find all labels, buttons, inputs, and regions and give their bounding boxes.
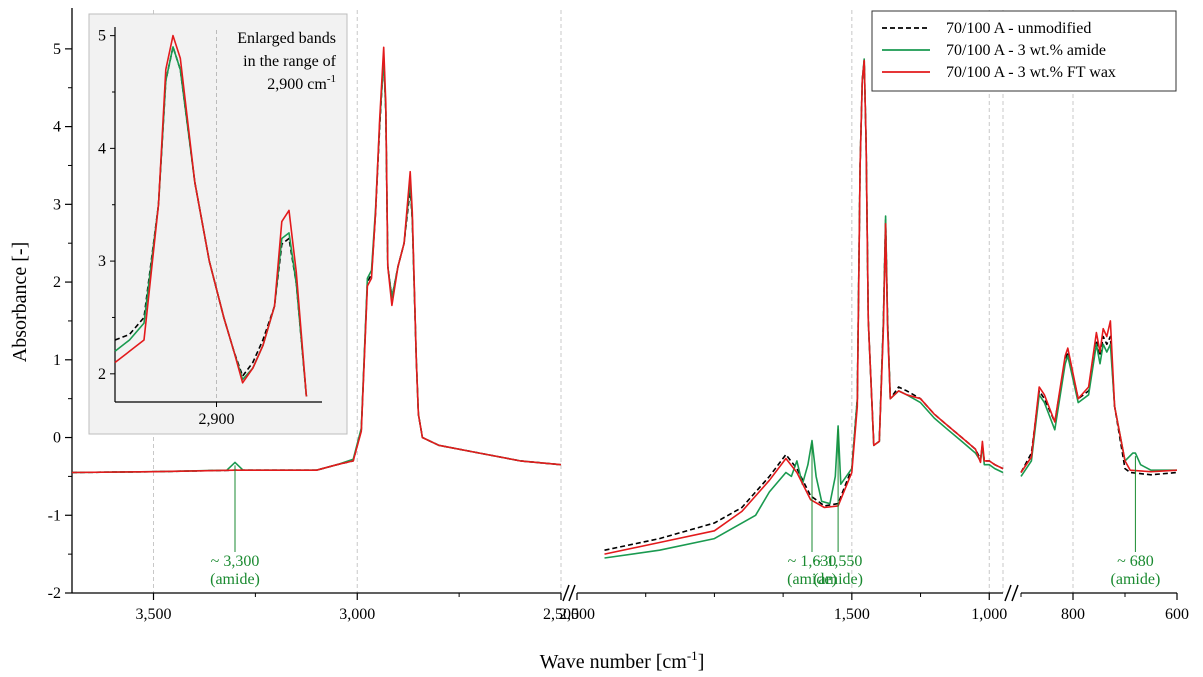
- y-tick-label: -2: [48, 585, 61, 602]
- y-axis-title: Absorbance [-]: [9, 242, 31, 363]
- inset-y-tick-label: 2: [98, 366, 106, 383]
- inset-caption-line2: in the range of: [243, 53, 337, 70]
- inset-y-tick-label: 3: [98, 253, 106, 270]
- y-tick-label: 1: [53, 352, 61, 369]
- axis-break-mark: [562, 584, 570, 602]
- y-tick-label: 5: [53, 41, 61, 58]
- axis-break-mark: [568, 584, 576, 602]
- inset-series-line-2: [114, 34, 308, 397]
- series-line-2: [604, 59, 1004, 555]
- axis-break-mark: [1004, 584, 1012, 602]
- annotation-wavenumber: ~ 1,550: [814, 553, 863, 570]
- inset-y-tick-label: 5: [98, 28, 106, 45]
- legend-label: 70/100 A - unmodified: [946, 20, 1091, 37]
- x-tick-label: 2,500: [543, 606, 579, 623]
- legend-label: 70/100 A - 3 wt.% FT wax: [946, 64, 1116, 81]
- gridlines: [153, 10, 1074, 593]
- series-line-0: [1020, 335, 1178, 476]
- x-axis-title: Wave number [cm-1]: [540, 648, 705, 673]
- x-tick-label: 2,500: [559, 606, 595, 623]
- axis-break-mark: [1011, 584, 1019, 602]
- inset-y-tick-label: 4: [98, 140, 106, 157]
- series-line-2: [1020, 320, 1178, 473]
- y-tick-label: -1: [48, 507, 61, 524]
- annotations: ~ 3,300(amide)~ 1,630(amide)~ 1,550(amid…: [210, 428, 1161, 588]
- x-tick-label: 3,000: [339, 606, 375, 623]
- annotation-amide: (amide): [1111, 571, 1161, 588]
- annotation-wavenumber: ~ 1,630: [788, 553, 837, 570]
- x-tick-label: 1,000: [971, 606, 1007, 623]
- legend-label: 70/100 A - 3 wt.% amide: [946, 42, 1106, 59]
- y-tick-label: 4: [53, 119, 61, 136]
- inset-caption-line1: Enlarged bands: [237, 30, 336, 47]
- annotation-wavenumber: ~ 3,300: [211, 553, 260, 570]
- series-line-2: [71, 46, 562, 474]
- legend: 70/100 A - unmodified 70/100 A - 3 wt.% a…: [871, 10, 1177, 92]
- y-tick-label: 0: [53, 430, 61, 447]
- annotation-amide: (amide): [210, 571, 260, 588]
- x-tick-label: 1,500: [834, 606, 870, 623]
- y-tick-label: 2: [53, 274, 61, 291]
- inset-caption-line3: 2,900 cm-1: [267, 73, 336, 93]
- inset-panel: 2 3 4 5 2,900 Enlarged bands in the range of 2,…: [88, 13, 348, 435]
- annotation-wavenumber: ~ 680: [1117, 553, 1154, 570]
- x-tick-label: 800: [1061, 606, 1085, 623]
- x-tick-label: 3,500: [136, 606, 172, 623]
- annotation-amide: (amide): [787, 571, 837, 588]
- series-line-1: [1020, 343, 1177, 477]
- y-tick-label: 3: [53, 196, 61, 213]
- x-tick-label: 600: [1165, 606, 1189, 623]
- legend-box: [871, 10, 1177, 92]
- series-lines: [71, 46, 1178, 559]
- inset-x-tick-label: 2,900: [199, 411, 235, 428]
- series-line-1: [604, 58, 1004, 559]
- annotation-amide: (amide): [813, 571, 863, 588]
